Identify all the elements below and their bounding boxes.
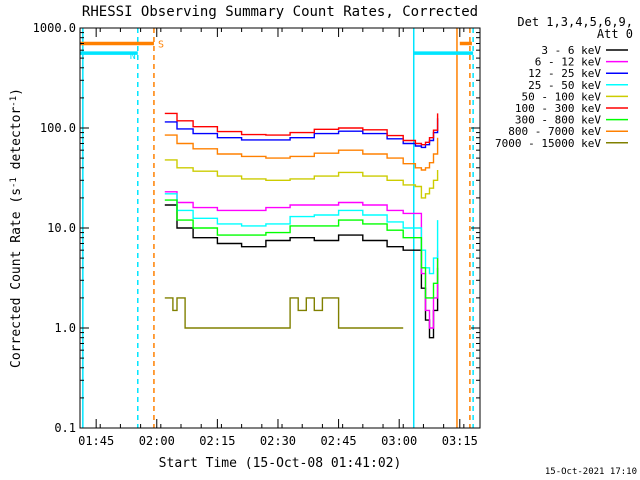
x-axis-label: Start Time (15-Oct-08 01:41:02) — [159, 456, 402, 471]
legend-label-6-12-kev: 6 - 12 keV — [535, 56, 602, 69]
y-tick-label-3: 100.0 — [40, 121, 76, 135]
legend-label-7000-15000-kev: 7000 - 15000 keV — [495, 137, 601, 150]
legend-header-line-1: Det 1,3,4,5,6,9, — [517, 15, 633, 29]
y-axis-label-sup: -1 — [9, 177, 19, 188]
series-25-50-kev — [164, 193, 439, 275]
series-12-25-kev — [164, 118, 439, 149]
y-axis-label-main: Corrected Count Rate (s — [9, 188, 24, 368]
y-axis-label-sup2: -1 — [9, 96, 19, 107]
y-axis-label-mid: detector — [9, 107, 24, 178]
legend-label-3-6-kev: 3 - 6 keV — [541, 44, 601, 57]
footer-timestamp: 15-Oct-2021 17:10 — [545, 467, 637, 477]
y-tick-label-1: 1.0 — [54, 321, 76, 335]
series-50-100-kev — [164, 159, 439, 199]
chart-title: RHESSI Observing Summary Count Rates, Co… — [82, 4, 478, 20]
legend-label-12-25-kev: 12 - 25 keV — [528, 67, 601, 80]
legend-label-100-300-kev: 100 - 300 keV — [515, 102, 601, 115]
legend-header-line-2: Att 0 — [597, 27, 633, 41]
series-7000-15000-kev — [164, 297, 404, 329]
flag-label-s: S — [158, 39, 164, 50]
x-tick-label-4: 02:45 — [321, 434, 357, 448]
flag-label-n: N — [130, 51, 136, 62]
y-tick-label-0: 0.1 — [54, 421, 76, 435]
series-6-12-kev — [164, 191, 439, 329]
legend-label-50-100-kev: 50 - 100 keV — [522, 90, 602, 103]
y-tick-label-2: 10.0 — [47, 221, 76, 235]
legend-label-800-7000-kev: 800 - 7000 keV — [508, 125, 601, 138]
series-800-7000-kev — [164, 134, 439, 171]
x-tick-label-0: 01:45 — [78, 434, 114, 448]
y-axis-label: Corrected Count Rate (s-1 detector-1) — [9, 88, 24, 368]
x-tick-label-1: 02:00 — [139, 434, 175, 448]
y-axis-label-end: ) — [9, 88, 24, 96]
series-300-800-kev — [164, 199, 439, 299]
legend-label-25-50-kev: 25 - 50 keV — [528, 79, 601, 92]
x-tick-label-5: 03:00 — [381, 434, 417, 448]
x-tick-label-6: 03:15 — [442, 434, 478, 448]
legend-label-300-800-kev: 300 - 800 keV — [515, 114, 601, 127]
x-tick-label-2: 02:15 — [199, 434, 235, 448]
series-100-300-kev — [164, 112, 439, 146]
y-tick-label-4: 1000.0 — [33, 21, 76, 35]
series-3-6-kev — [164, 204, 439, 339]
x-tick-label-3: 02:30 — [260, 434, 296, 448]
